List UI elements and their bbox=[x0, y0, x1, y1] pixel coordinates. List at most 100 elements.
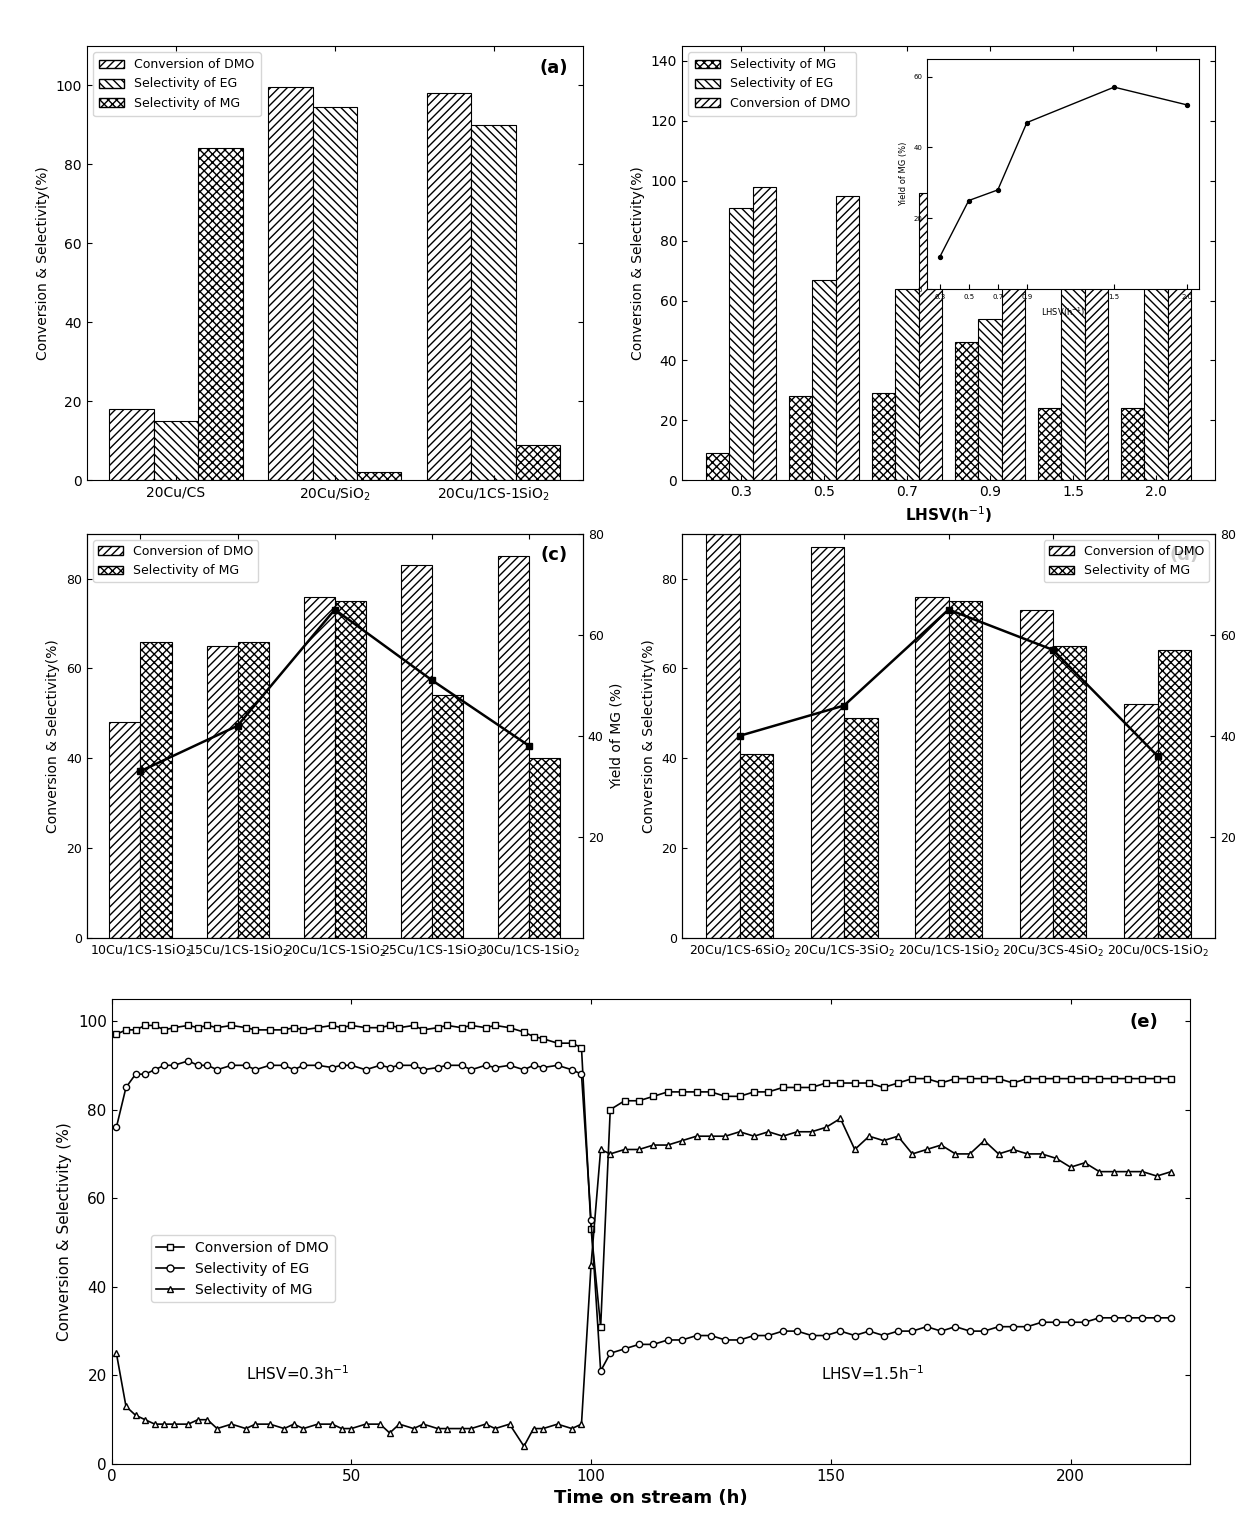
Y-axis label: Conversion & Selectivity(%): Conversion & Selectivity(%) bbox=[36, 166, 50, 360]
Bar bbox=[238, 642, 269, 938]
Bar bbox=[949, 601, 982, 938]
Bar bbox=[516, 445, 560, 480]
Selectivity of EG bbox=[934, 1322, 949, 1340]
Legend: Conversion of DMO, Selectivity of EG, Selectivity of MG: Conversion of DMO, Selectivity of EG, Se… bbox=[151, 1235, 335, 1302]
Bar bbox=[529, 758, 560, 938]
Bar bbox=[154, 421, 198, 480]
Text: (d): (d) bbox=[1171, 546, 1199, 564]
Bar bbox=[811, 547, 844, 938]
Selectivity of MG bbox=[109, 1344, 124, 1362]
Conversion of DMO bbox=[166, 1019, 181, 1037]
Text: (b): (b) bbox=[1169, 59, 1199, 76]
Conversion of DMO bbox=[862, 1074, 877, 1092]
Bar bbox=[1121, 409, 1145, 480]
Bar bbox=[955, 343, 978, 480]
Bar bbox=[198, 148, 243, 480]
Bar bbox=[357, 473, 402, 480]
Bar bbox=[740, 753, 773, 938]
Bar bbox=[789, 396, 812, 480]
Text: LHSV=1.5h$^{-1}$: LHSV=1.5h$^{-1}$ bbox=[821, 1365, 925, 1383]
Bar bbox=[1002, 198, 1025, 480]
Bar bbox=[872, 393, 895, 480]
Bar bbox=[140, 642, 171, 938]
Selectivity of EG bbox=[862, 1322, 877, 1340]
Selectivity of EG bbox=[718, 1331, 733, 1350]
Bar bbox=[207, 647, 238, 938]
Y-axis label: Yield of MG (%): Yield of MG (%) bbox=[609, 683, 624, 788]
Y-axis label: Conversion & Selectivity(%): Conversion & Selectivity(%) bbox=[631, 166, 645, 360]
Bar bbox=[919, 192, 942, 480]
Conversion of DMO bbox=[109, 1025, 124, 1043]
Bar bbox=[915, 596, 949, 938]
Bar bbox=[812, 279, 836, 480]
Selectivity of EG bbox=[109, 1118, 124, 1136]
Bar bbox=[109, 409, 154, 480]
Y-axis label: Conversion & Selectivity(%): Conversion & Selectivity(%) bbox=[641, 639, 656, 833]
Bar bbox=[427, 93, 471, 480]
Bar bbox=[844, 718, 878, 938]
Selectivity of MG bbox=[296, 1420, 311, 1438]
Y-axis label: Conversion & Selectivity (%): Conversion & Selectivity (%) bbox=[57, 1122, 72, 1340]
Bar bbox=[498, 557, 529, 938]
Text: LHSV=0.3h$^{-1}$: LHSV=0.3h$^{-1}$ bbox=[246, 1365, 350, 1383]
Bar bbox=[304, 596, 335, 938]
Selectivity of EG bbox=[593, 1362, 608, 1380]
Bar bbox=[729, 207, 753, 480]
Bar bbox=[895, 288, 919, 480]
Text: (a): (a) bbox=[539, 59, 568, 76]
Bar bbox=[432, 695, 463, 938]
Bar bbox=[1061, 256, 1085, 480]
Selectivity of EG bbox=[310, 1057, 325, 1075]
Bar bbox=[753, 186, 776, 480]
Bar bbox=[1053, 647, 1086, 938]
Bar bbox=[401, 566, 432, 938]
Line: Conversion of DMO: Conversion of DMO bbox=[117, 1025, 1172, 1327]
Legend: Selectivity of MG, Selectivity of EG, Conversion of DMO: Selectivity of MG, Selectivity of EG, Co… bbox=[688, 52, 856, 116]
Line: Selectivity of EG: Selectivity of EG bbox=[117, 1061, 1172, 1371]
Conversion of DMO bbox=[1164, 1069, 1179, 1087]
Selectivity of MG bbox=[517, 1437, 532, 1455]
Y-axis label: Conversion & Selectivity(%): Conversion & Selectivity(%) bbox=[46, 639, 61, 833]
Bar bbox=[1168, 256, 1190, 480]
X-axis label: Time on stream (h): Time on stream (h) bbox=[554, 1490, 748, 1507]
Bar bbox=[1125, 705, 1157, 938]
Bar bbox=[1145, 273, 1168, 480]
Bar bbox=[1157, 651, 1190, 938]
Legend: Conversion of DMO, Selectivity of EG, Selectivity of MG: Conversion of DMO, Selectivity of EG, Se… bbox=[93, 52, 260, 116]
Selectivity of MG bbox=[238, 1420, 253, 1438]
X-axis label: LHSV(h$^{-1}$): LHSV(h$^{-1}$) bbox=[905, 505, 992, 526]
Conversion of DMO bbox=[248, 1020, 263, 1039]
Conversion of DMO bbox=[138, 1016, 153, 1034]
Text: (c): (c) bbox=[541, 546, 568, 564]
Selectivity of EG bbox=[181, 1052, 196, 1071]
Bar bbox=[1085, 253, 1109, 480]
Legend: Conversion of DMO, Selectivity of MG: Conversion of DMO, Selectivity of MG bbox=[93, 540, 258, 583]
Legend: Conversion of DMO, Selectivity of MG: Conversion of DMO, Selectivity of MG bbox=[1044, 540, 1209, 583]
Conversion of DMO bbox=[310, 1019, 325, 1037]
Selectivity of EG bbox=[1164, 1308, 1179, 1327]
Bar bbox=[707, 534, 740, 938]
Bar bbox=[836, 195, 859, 480]
Selectivity of MG bbox=[934, 1136, 949, 1154]
Bar bbox=[471, 125, 516, 480]
Conversion of DMO bbox=[934, 1074, 949, 1092]
Bar bbox=[268, 87, 312, 480]
Selectivity of MG bbox=[833, 1109, 848, 1127]
Bar bbox=[978, 319, 1002, 480]
Bar bbox=[1019, 610, 1053, 938]
Selectivity of MG bbox=[703, 1127, 718, 1145]
Conversion of DMO bbox=[718, 1087, 733, 1106]
Selectivity of EG bbox=[157, 1057, 172, 1075]
Bar bbox=[707, 453, 729, 480]
Selectivity of MG bbox=[862, 1127, 877, 1145]
Bar bbox=[335, 601, 366, 938]
Text: (e): (e) bbox=[1130, 1013, 1158, 1031]
Selectivity of MG bbox=[1164, 1162, 1179, 1180]
Conversion of DMO bbox=[593, 1318, 608, 1336]
Selectivity of EG bbox=[248, 1060, 263, 1078]
Selectivity of MG bbox=[157, 1415, 172, 1434]
Bar bbox=[312, 107, 357, 480]
Line: Selectivity of MG: Selectivity of MG bbox=[117, 1118, 1172, 1446]
Bar bbox=[109, 723, 140, 938]
Bar bbox=[1038, 409, 1061, 480]
